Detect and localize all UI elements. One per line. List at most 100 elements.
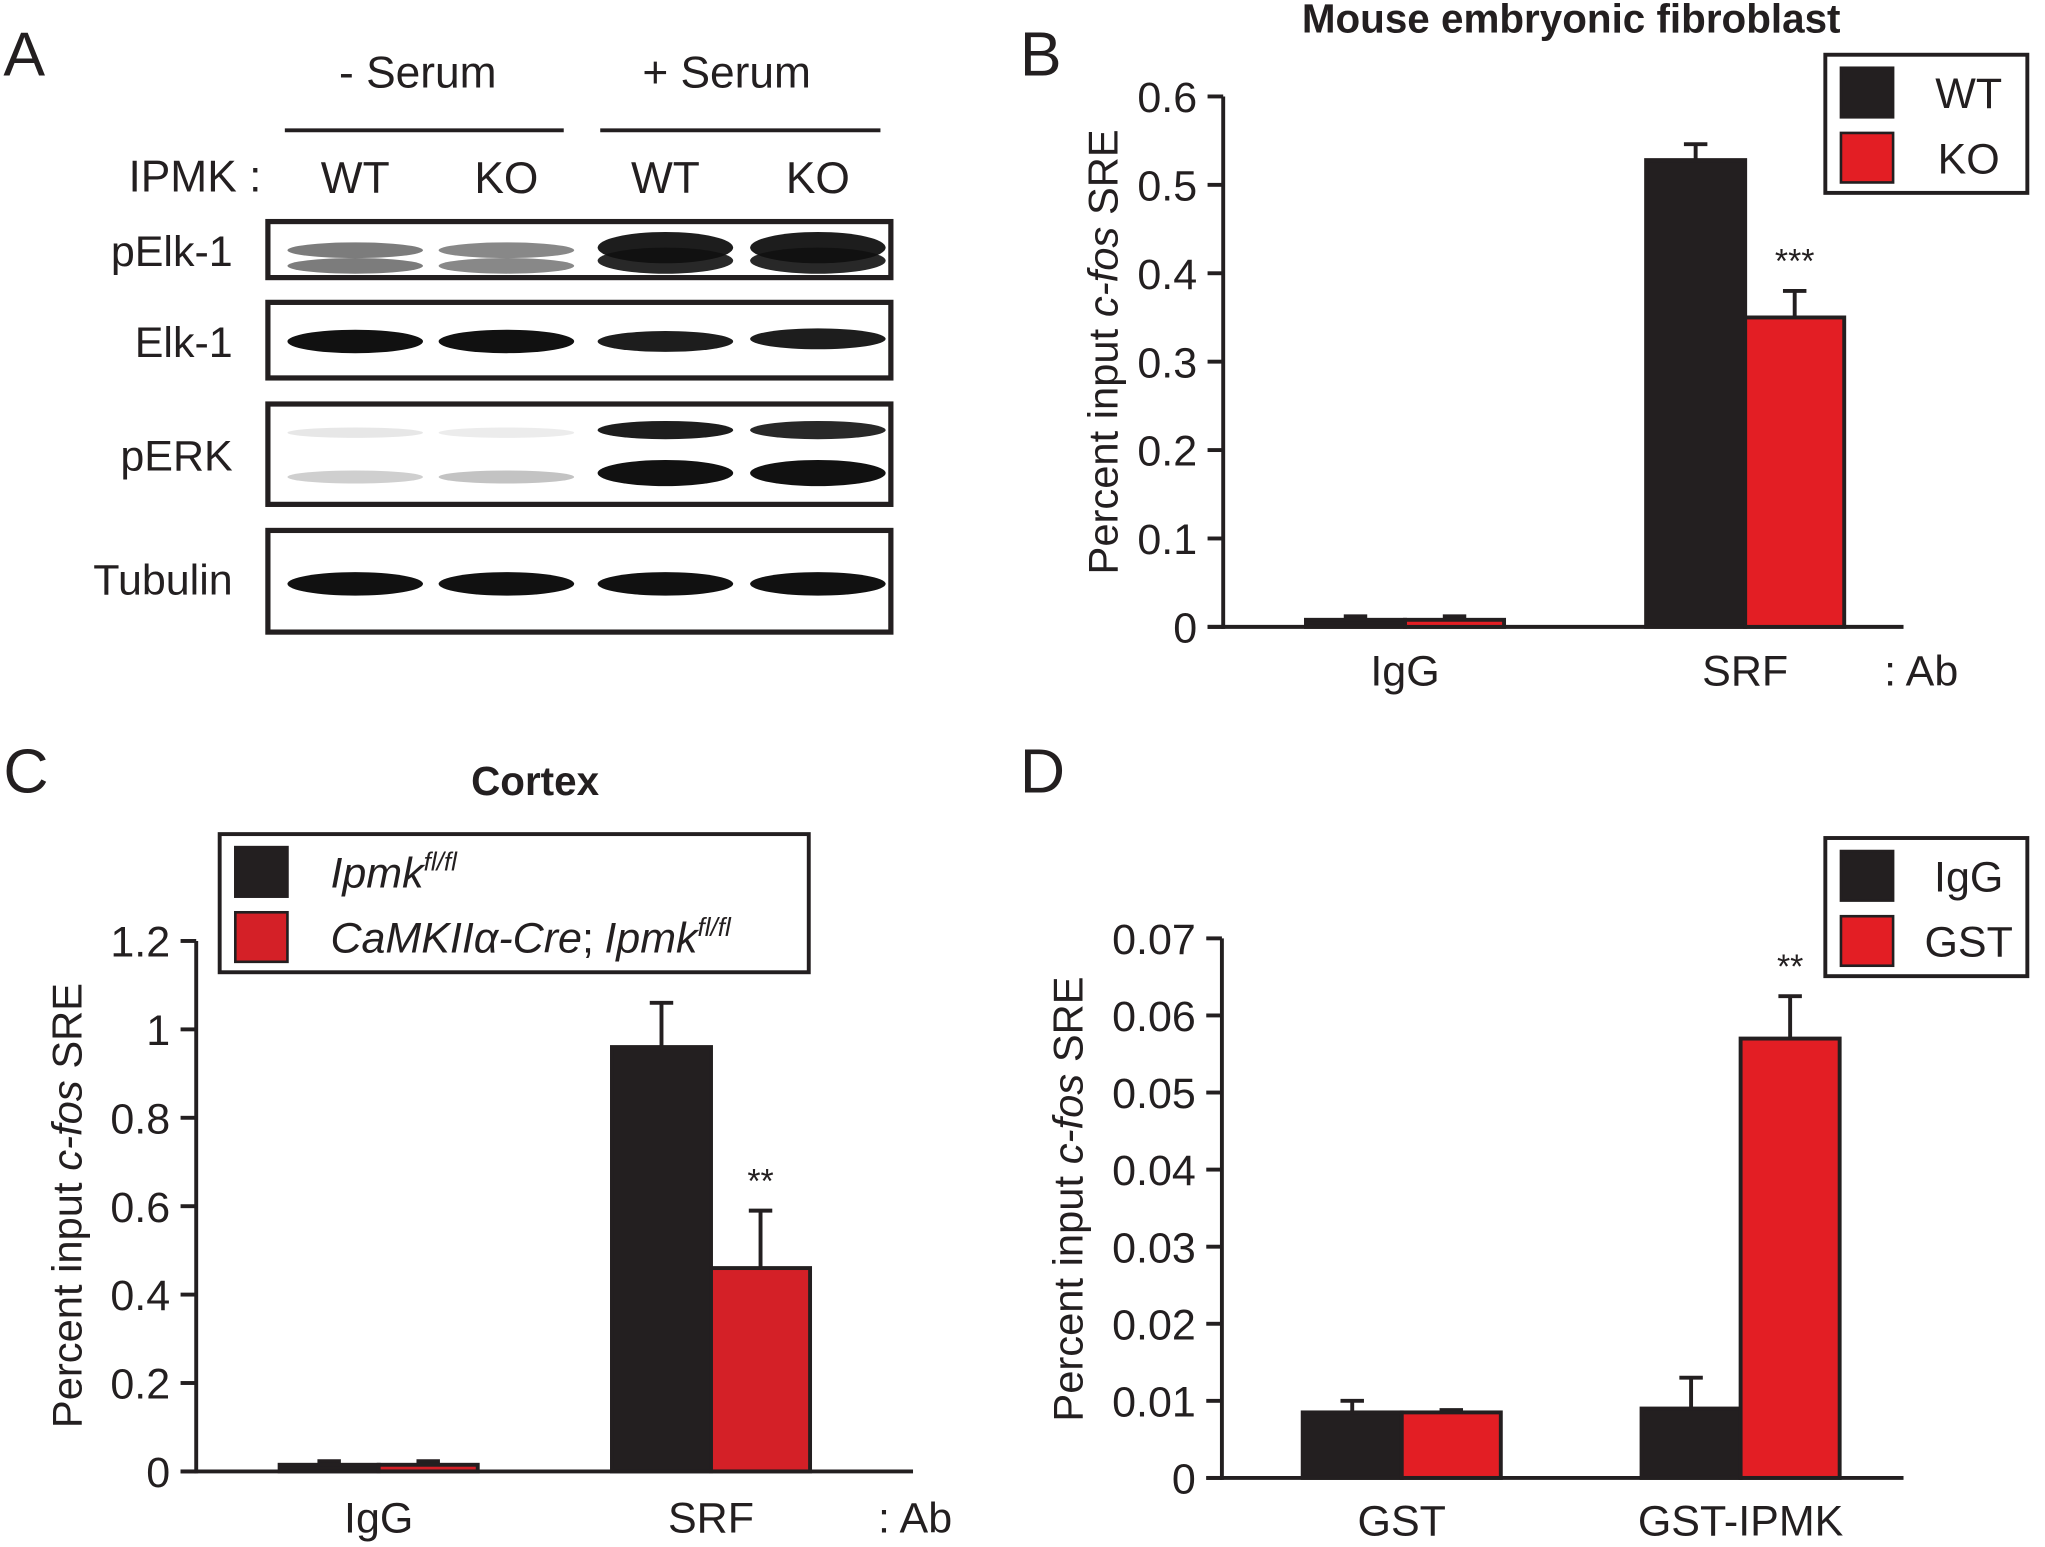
- blot-band: [287, 258, 423, 274]
- x-tick-label: SRF: [668, 1495, 754, 1543]
- row-label: Tubulin: [93, 556, 232, 604]
- y-axis-label-part: Percent input: [1080, 328, 1127, 574]
- blot-band: [287, 427, 423, 438]
- x-tick-label: GST-IPMK: [1638, 1497, 1844, 1545]
- bar: [376, 1462, 480, 1474]
- legend-frame: [217, 832, 811, 975]
- row-label: pElk-1: [111, 228, 233, 276]
- legend-label-part: KO: [1938, 135, 2000, 183]
- panel-letter: C: [3, 736, 48, 806]
- lane-name: KO: [474, 154, 538, 203]
- lane-label: IPMK :: [128, 153, 261, 202]
- panel-letter: A: [3, 20, 45, 90]
- bar: [1644, 158, 1748, 629]
- blot-band: [597, 420, 734, 440]
- blot-frame: [265, 218, 894, 281]
- row-label: pERK: [120, 432, 233, 480]
- legend-label-part: Ipmk: [604, 915, 700, 963]
- blot-band: [750, 328, 886, 350]
- blot-band: [597, 247, 734, 274]
- y-tick-label: 0.6: [110, 1184, 170, 1232]
- blot-band: [597, 460, 734, 487]
- legend-swatch: [1839, 914, 1895, 968]
- lane-name: WT: [321, 154, 390, 203]
- chart-title: Cortex: [471, 758, 599, 804]
- y-axis-label: Percent input c-fos SRE: [44, 983, 91, 1428]
- legend-label-part: fl/fl: [424, 847, 458, 877]
- y-tick-label: 1: [146, 1007, 170, 1055]
- blot-band: [438, 470, 575, 484]
- significance-label: ***: [1775, 243, 1815, 281]
- bar: [1399, 1410, 1503, 1480]
- legend-label-part: Ipmk: [330, 850, 426, 898]
- y-tick-label: 0.3: [1137, 339, 1197, 387]
- legend-swatch: [1839, 849, 1895, 902]
- legend: IgG GST: [1823, 836, 2030, 979]
- legend-swatch: [234, 910, 289, 964]
- blot-band: [438, 258, 575, 274]
- blot-band: [287, 470, 423, 484]
- lane-name: KO: [786, 154, 850, 203]
- y-tick-label: 0: [146, 1449, 170, 1497]
- y-tick-label: 0.4: [1137, 251, 1197, 299]
- blot-band: [438, 242, 575, 259]
- y-tick-label: 0.1: [1137, 516, 1197, 564]
- legend-swatch: [1839, 66, 1895, 119]
- y-tick-label: 0.2: [110, 1361, 170, 1409]
- blot-band: [438, 572, 575, 596]
- legend-label-part: fl/fl: [698, 912, 732, 942]
- blot-band: [438, 329, 575, 354]
- y-axis-label: Percent input c-fos SRE: [1044, 976, 1091, 1421]
- bar: [709, 1266, 813, 1474]
- axis-note: : Ab: [878, 1495, 952, 1543]
- y-axis-label-part: c-fos: [1080, 227, 1127, 317]
- y-tick-label: 0.8: [110, 1095, 170, 1143]
- y-tick-label: 0: [1173, 605, 1197, 653]
- blot-band: [750, 247, 886, 274]
- bar: [1738, 1036, 1842, 1480]
- blot-band: [750, 420, 886, 440]
- y-axis-label-part: SRE: [1044, 976, 1091, 1062]
- significance-label: **: [1777, 948, 1803, 986]
- panel-letter: B: [1020, 20, 1062, 90]
- legend-label-part: IgG: [1934, 853, 2003, 901]
- y-tick-label: 0.05: [1112, 1070, 1196, 1118]
- bar: [277, 1462, 381, 1474]
- blot-band: [287, 572, 423, 596]
- y-tick-label: 0.04: [1112, 1147, 1196, 1195]
- group-label: + Serum: [642, 48, 811, 97]
- legend-label: CaMKIIα-Cre; Ipmkfl/fl: [330, 912, 732, 963]
- y-tick-label: 0.06: [1112, 993, 1196, 1041]
- significance-label: **: [747, 1162, 773, 1200]
- legend-label-part: WT: [1935, 70, 2002, 118]
- y-tick-label: 0.2: [1137, 428, 1197, 476]
- y-tick-label: 0.01: [1112, 1378, 1196, 1426]
- blot-band: [597, 572, 734, 596]
- row-label: Elk-1: [135, 319, 233, 367]
- y-tick-label: 1.2: [110, 919, 170, 967]
- bar: [1403, 617, 1507, 629]
- blot-band: [597, 331, 734, 352]
- blot-band: [287, 329, 423, 354]
- legend-label: GST: [1924, 919, 2012, 967]
- y-axis-label-part: SRE: [1080, 129, 1127, 215]
- bar: [1304, 617, 1407, 629]
- bar: [1743, 315, 1847, 629]
- blot-frame: [265, 299, 894, 381]
- blot-band: [287, 242, 423, 259]
- y-tick-label: 0.5: [1137, 162, 1197, 210]
- group-label: - Serum: [339, 48, 497, 97]
- y-axis-label-part: Percent input: [44, 1182, 91, 1428]
- y-tick-label: 0.07: [1112, 916, 1196, 964]
- x-tick-label: IgG: [1370, 648, 1439, 696]
- legend-label-part: GST: [1924, 919, 2012, 967]
- bar: [1300, 1410, 1404, 1480]
- y-axis-label-part: c-fos: [44, 1080, 91, 1170]
- legend: WT KO: [1823, 52, 2030, 195]
- blot-frame: [265, 401, 894, 507]
- legend-label-part: ;: [582, 915, 594, 963]
- y-tick-label: 0.02: [1112, 1301, 1196, 1349]
- blot-band: [750, 572, 886, 596]
